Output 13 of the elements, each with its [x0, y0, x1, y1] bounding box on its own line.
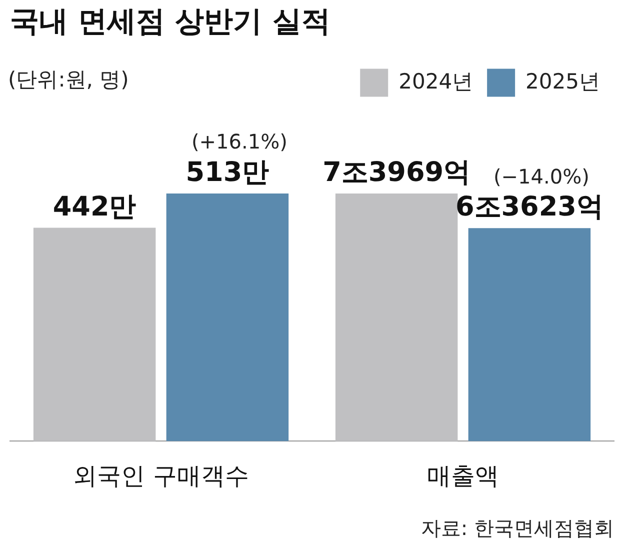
x-tick-label: 매출액 [427, 462, 499, 490]
data-label: 513만 [186, 157, 270, 188]
x-tick-label: 외국인 구매객수 [73, 462, 249, 490]
legend-label: 2024년 [398, 69, 474, 94]
text: (−14.0%) [493, 164, 590, 188]
data-label: 7조3969억 [322, 157, 471, 188]
chart-title: 국내 면세점 상반기 실적 [10, 4, 330, 38]
text: (+16.1%) [191, 130, 288, 154]
text: 자료: 한국면세점협회 [420, 516, 614, 540]
data-label: 442만 [52, 191, 136, 222]
data-label: 6조3623억 [455, 192, 604, 223]
legend-label: 2025년 [526, 69, 600, 94]
chart-subtitle: (단위:원, 명) [8, 67, 129, 92]
